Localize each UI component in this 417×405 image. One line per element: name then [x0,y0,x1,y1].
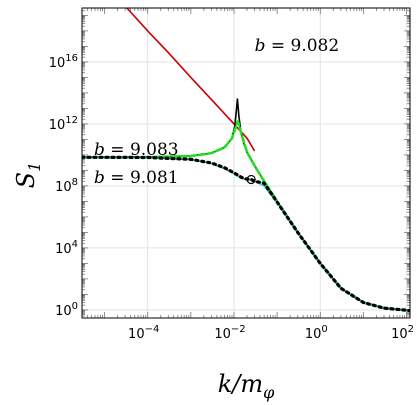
x-axis-label: k/mφ [218,370,275,402]
annotation-label: b = 9.082 [255,36,340,56]
series-line-5 [82,155,410,313]
y-tick-label: 1016 [49,53,78,71]
series-line-1 [125,8,256,152]
y-tick-label: 104 [55,239,78,257]
y-tick-label: 1012 [49,115,78,133]
plot-frame [81,7,411,319]
x-tick-label: 10−2 [214,324,245,342]
y-axis-label: S1 [12,162,44,189]
y-tick-labels: 100 104 108 1012 1016 [49,53,78,319]
x-tick-labels: 10−4 10−2 100 102 [128,324,414,342]
grid [82,8,410,318]
x-tick-label: 102 [391,324,414,342]
y-tick-label: 100 [55,301,78,319]
series-layer [82,8,410,313]
x-tick-label: 10−4 [128,324,159,342]
x-tick-label: 100 [305,324,328,342]
annotation-label: b = 9.083 [94,140,179,160]
annotations: b = 9.082 b = 9.083 b = 9.081 [94,36,339,188]
annotation-label: b = 9.081 [94,168,179,188]
y-tick-label: 108 [55,177,78,195]
crossing-marker [246,174,256,185]
